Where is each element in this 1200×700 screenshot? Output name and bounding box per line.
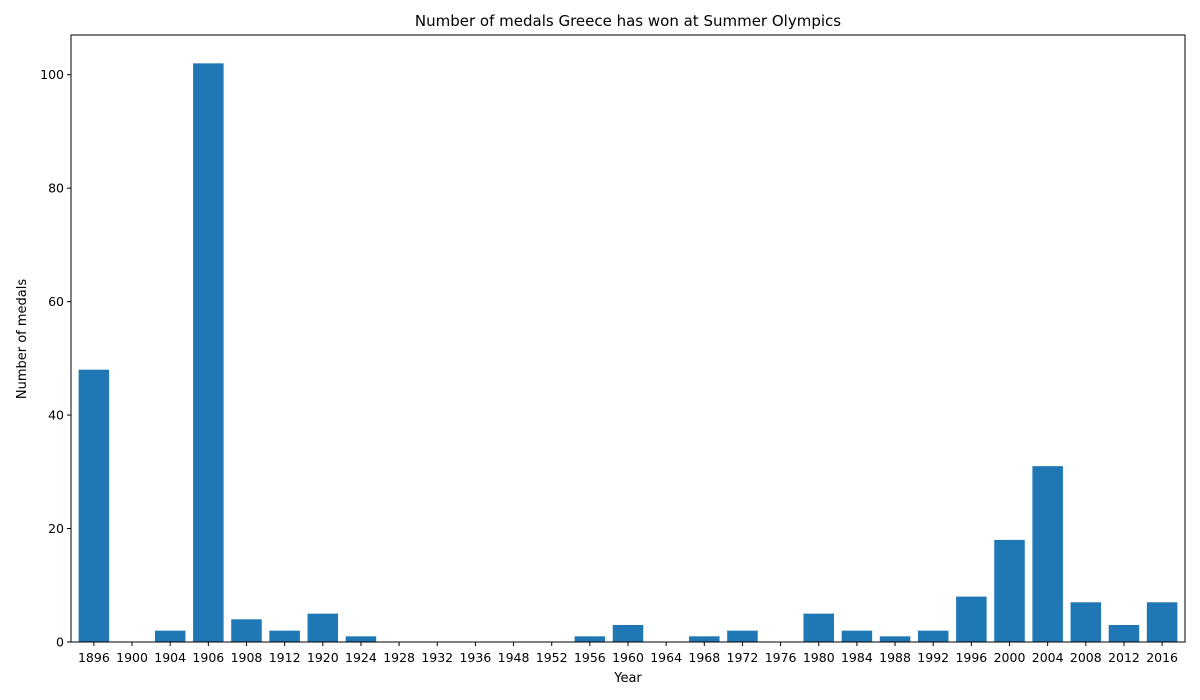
x-tick-label-1912: 1912	[269, 650, 301, 665]
bar-1906	[193, 63, 224, 643]
bars-group	[78, 63, 1178, 643]
x-tick-label-1908: 1908	[231, 650, 263, 665]
x-tick-label-2016: 2016	[1146, 650, 1178, 665]
bar-1996	[956, 596, 987, 642]
x-axis-label: Year	[613, 671, 642, 686]
x-tick-label-1904: 1904	[154, 650, 186, 665]
bar-2000	[994, 539, 1025, 642]
x-tick-label-1972: 1972	[727, 650, 759, 665]
y-axis-ticks: 0 20 40 60 80 100	[40, 67, 71, 650]
x-tick-label-1984: 1984	[841, 650, 873, 665]
bar-1912	[269, 630, 300, 642]
bar-2016	[1146, 602, 1178, 642]
x-tick-label-1900: 1900	[116, 650, 148, 665]
y-tick-label-100: 100	[40, 67, 64, 82]
y-axis-label: Number of medals	[15, 279, 30, 400]
plot-frame	[70, 34, 1186, 643]
bar-1992	[917, 630, 949, 642]
x-axis-ticks: 1896 1900 1904 1906 1908 1912 1920 1924 1928 1932…	[78, 642, 1178, 665]
bar-1920	[307, 613, 339, 642]
x-tick-label-2000: 2000	[994, 650, 1026, 665]
bar-1904	[154, 630, 186, 642]
x-tick-label-1924: 1924	[345, 650, 377, 665]
x-tick-label-1936: 1936	[459, 650, 491, 665]
bar-1980	[803, 613, 835, 642]
y-tick-label-0: 0	[56, 635, 64, 650]
x-tick-label-1932: 1932	[421, 650, 453, 665]
x-tick-label-1976: 1976	[765, 650, 797, 665]
x-tick-label-1948: 1948	[498, 650, 530, 665]
y-tick-label-60: 60	[48, 294, 64, 309]
x-tick-label-1896: 1896	[78, 650, 110, 665]
bar-1984	[841, 630, 873, 642]
y-tick-label-20: 20	[48, 521, 64, 536]
x-tick-label-1928: 1928	[383, 650, 415, 665]
x-tick-label-1968: 1968	[688, 650, 720, 665]
x-tick-label-2012: 2012	[1108, 650, 1140, 665]
bar-1908	[231, 619, 262, 642]
bar-1956	[574, 636, 606, 642]
x-tick-label-1956: 1956	[574, 650, 606, 665]
x-tick-label-1906: 1906	[192, 650, 224, 665]
x-tick-label-1952: 1952	[536, 650, 568, 665]
bar-1968	[689, 636, 720, 642]
chart-title: Number of medals Greece has won at Summe…	[415, 12, 841, 30]
x-tick-label-2004: 2004	[1032, 650, 1064, 665]
bar-2004	[1032, 466, 1063, 642]
x-tick-label-1988: 1988	[879, 650, 911, 665]
bar-1988	[879, 636, 911, 642]
bar-1960	[612, 624, 644, 642]
bar-2012	[1108, 624, 1140, 642]
bar-2008	[1070, 602, 1102, 642]
x-tick-label-1920: 1920	[307, 650, 339, 665]
x-tick-label-1992: 1992	[917, 650, 949, 665]
bar-1896	[78, 369, 110, 642]
y-tick-label-80: 80	[48, 181, 64, 196]
y-tick-label-40: 40	[48, 408, 64, 423]
x-tick-label-2008: 2008	[1070, 650, 1102, 665]
bar-1972	[727, 630, 758, 642]
x-tick-label-1960: 1960	[612, 650, 644, 665]
x-tick-label-1964: 1964	[650, 650, 682, 665]
x-tick-label-1980: 1980	[803, 650, 835, 665]
bar-1924	[345, 636, 377, 642]
x-tick-label-1996: 1996	[955, 650, 987, 665]
